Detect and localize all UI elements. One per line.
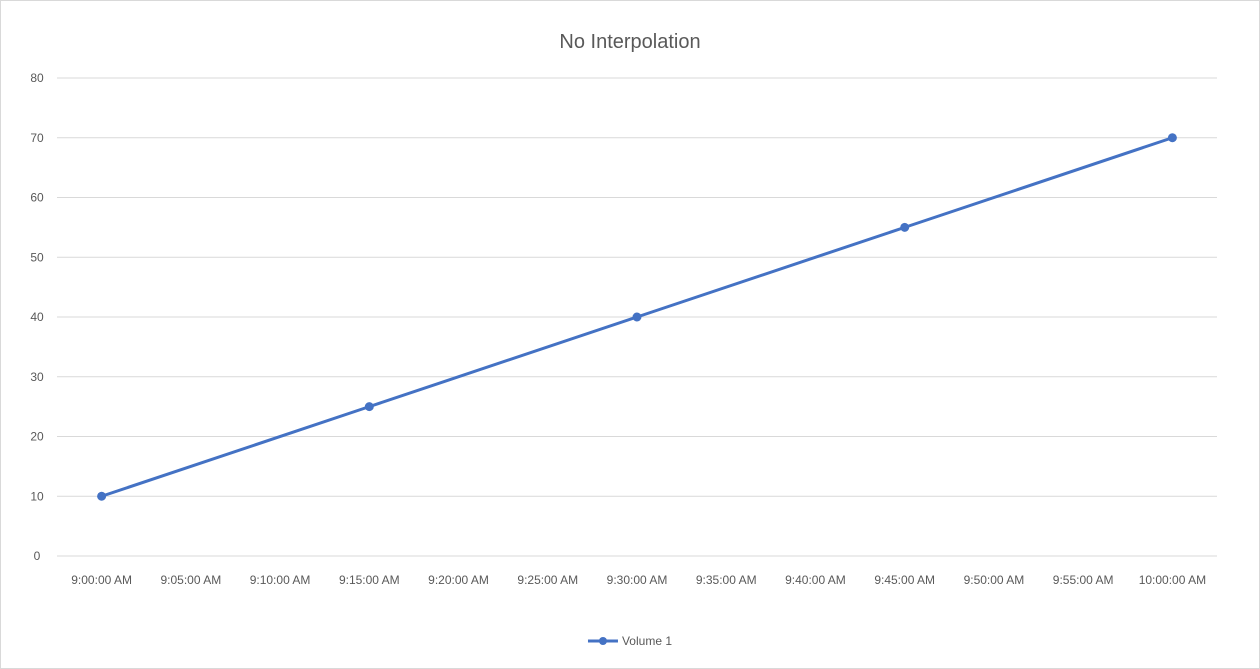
y-tick-label: 20 — [30, 430, 44, 444]
y-tick-label: 70 — [30, 131, 44, 145]
x-tick-label: 9:50:00 AM — [964, 573, 1025, 587]
y-axis-ticks: 0 10 20 30 40 50 60 70 80 — [30, 71, 44, 563]
x-tick-label: 9:40:00 AM — [785, 573, 846, 587]
series-1 — [97, 133, 1177, 501]
x-tick-label: 9:15:00 AM — [339, 573, 400, 587]
legend: Volume 1 — [587, 634, 672, 648]
x-tick-label: 9:10:00 AM — [250, 573, 311, 587]
series-layer — [97, 133, 1177, 501]
data-point — [900, 222, 910, 232]
y-tick-label: 60 — [30, 191, 44, 205]
chart-title: No Interpolation — [559, 31, 700, 53]
x-tick-label: 9:30:00 AM — [607, 573, 668, 587]
x-tick-label: 9:20:00 AM — [428, 573, 489, 587]
x-tick-label: 9:00:00 AM — [71, 573, 132, 587]
y-tick-label: 10 — [30, 489, 44, 503]
x-tick-label: 10:00:00 AM — [1139, 573, 1206, 587]
legend-item: Volume 1 — [587, 634, 672, 648]
x-tick-label: 9:35:00 AM — [696, 573, 757, 587]
x-tick-label: 9:25:00 AM — [517, 573, 578, 587]
x-tick-label: 9:45:00 AM — [874, 573, 935, 587]
x-tick-label: 9:55:00 AM — [1053, 573, 1114, 587]
legend-label: Volume 1 — [622, 634, 672, 648]
y-tick-label: 50 — [30, 250, 44, 264]
legend-swatch-marker — [598, 637, 607, 645]
y-tick-label: 80 — [30, 71, 44, 85]
y-tick-label: 30 — [30, 370, 44, 384]
data-point — [97, 491, 107, 501]
y-tick-label: 0 — [34, 549, 41, 563]
x-axis-ticks: 9:00:00 AM 9:05:00 AM 9:10:00 AM 9:15:00 AM… — [71, 573, 1206, 587]
gridlines — [57, 77, 1217, 557]
data-point — [1167, 133, 1177, 143]
data-point — [364, 402, 374, 412]
data-point — [632, 312, 642, 322]
y-tick-label: 40 — [30, 310, 44, 324]
x-tick-label: 9:05:00 AM — [160, 573, 221, 587]
